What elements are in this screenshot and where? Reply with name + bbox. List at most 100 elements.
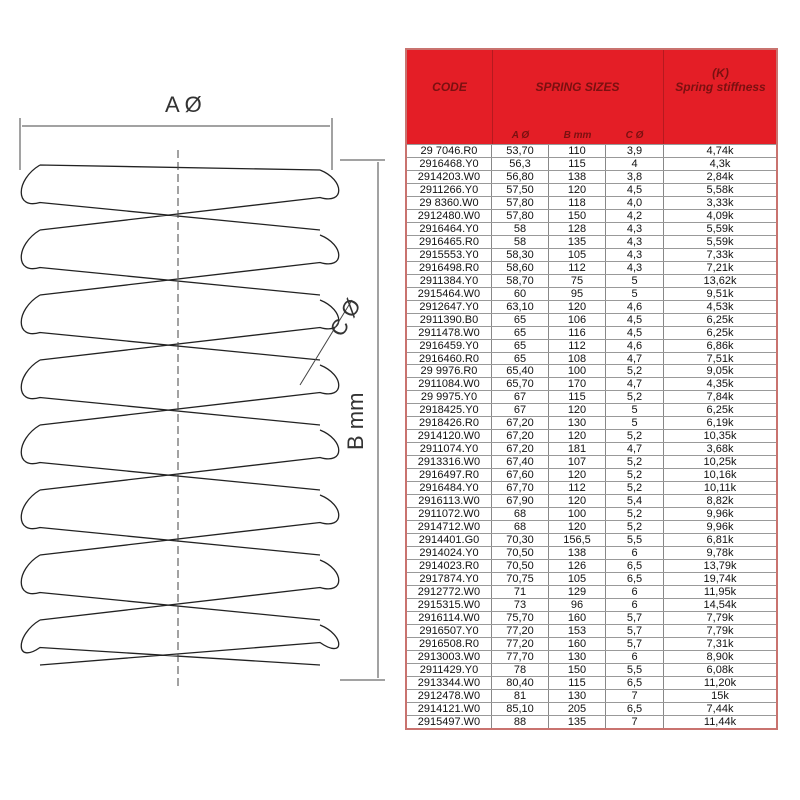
cell-b-length: 100 bbox=[549, 508, 606, 520]
cell-code: 2913316.W0 bbox=[407, 456, 492, 468]
cell-b-length: 106 bbox=[549, 313, 606, 326]
cell-a-diameter: 67,90 bbox=[492, 495, 549, 507]
c-diameter-label: C Ø bbox=[325, 294, 366, 340]
cell-c-diameter: 5 bbox=[606, 417, 664, 429]
cell-stiffness: 10,35k bbox=[703, 430, 737, 443]
cell-b-length: 181 bbox=[549, 443, 606, 455]
cell-b-length: 105 bbox=[549, 572, 606, 585]
cell-code: 2914401.G0 bbox=[407, 534, 492, 546]
cell-stiffness: 8,82k bbox=[706, 495, 734, 508]
cell-code: 2911384.Y0 bbox=[407, 274, 492, 287]
cell-b-length: 130 bbox=[549, 689, 606, 702]
cell-a-diameter: 68 bbox=[492, 508, 549, 520]
table-row: 2914023.R0 70,50 126 6,5 13,79k bbox=[407, 559, 776, 572]
cell-a-diameter: 65,40 bbox=[492, 365, 549, 377]
cell-a-diameter: 53,70 bbox=[492, 145, 549, 157]
cell-c-diameter: 4,7 bbox=[606, 443, 664, 455]
table-row: 2916484.Y0 67,70 112 5,2 10,11k bbox=[407, 481, 776, 494]
cell-c-diameter: 6,5 bbox=[606, 572, 664, 585]
cell-c-diameter: 5,7 bbox=[606, 624, 664, 637]
cell-stiffness: 10,16k bbox=[703, 469, 737, 482]
cell-b-length: 95 bbox=[549, 287, 606, 300]
table-row: 2916497.R0 67,60 120 5,2 10,16k bbox=[407, 468, 776, 481]
header-c: C Ø bbox=[625, 130, 644, 141]
cell-a-diameter: 65,70 bbox=[492, 378, 549, 390]
cell-a-diameter: 57,80 bbox=[492, 209, 549, 222]
cell-stiffness: 7,51k bbox=[706, 352, 734, 365]
cell-a-diameter: 67,40 bbox=[492, 456, 549, 468]
cell-code: 2911478.W0 bbox=[407, 326, 492, 339]
cell-code: 2916459.Y0 bbox=[407, 339, 492, 352]
cell-a-diameter: 71 bbox=[492, 585, 549, 598]
cell-a-diameter: 68 bbox=[492, 521, 549, 533]
cell-code: 2911429.Y0 bbox=[407, 663, 492, 676]
cell-code: 2916465.R0 bbox=[407, 235, 492, 248]
table-header: CODE SPRING SIZES (K) Spring stiffness A… bbox=[407, 50, 776, 144]
cell-b-length: 135 bbox=[549, 715, 606, 728]
cell-c-diameter: 4,6 bbox=[606, 339, 664, 352]
cell-a-diameter: 80,40 bbox=[492, 676, 549, 689]
cell-c-diameter: 5,2 bbox=[606, 482, 664, 494]
cell-c-diameter: 5,4 bbox=[606, 495, 664, 507]
cell-a-diameter: 67,70 bbox=[492, 482, 549, 494]
cell-b-length: 138 bbox=[549, 547, 606, 559]
cell-code: 2914024.Y0 bbox=[407, 547, 492, 559]
cell-code: 2911072.W0 bbox=[407, 508, 492, 520]
cell-c-diameter: 7 bbox=[606, 715, 664, 728]
table-row: 2911478.W0 65 116 4,5 6,25k bbox=[407, 325, 776, 339]
table-row: 2911384.Y0 58,70 75 5 13,62k bbox=[407, 273, 776, 287]
cell-c-diameter: 5,5 bbox=[606, 534, 664, 546]
cell-b-length: 118 bbox=[549, 196, 606, 209]
table-row: 2914712.W0 68 120 5,2 9,96k bbox=[407, 520, 776, 533]
cell-c-diameter: 5,2 bbox=[606, 430, 664, 442]
cell-code: 29 9975.Y0 bbox=[407, 391, 492, 403]
cell-stiffness: 6,25k bbox=[706, 326, 734, 339]
cell-c-diameter: 4,7 bbox=[606, 378, 664, 390]
cell-a-diameter: 75,70 bbox=[492, 611, 549, 624]
table-row: 2916498.R0 58,60 112 4,3 7,21k bbox=[407, 260, 776, 274]
cell-a-diameter: 58 bbox=[492, 235, 549, 248]
cell-stiffness: 9,78k bbox=[706, 547, 734, 560]
cell-a-diameter: 63,10 bbox=[492, 300, 549, 313]
table-row: 2914203.W0 56,80 138 3,8 2,84k bbox=[407, 169, 776, 183]
cell-b-length: 100 bbox=[549, 365, 606, 377]
cell-b-length: 135 bbox=[549, 235, 606, 248]
cell-c-diameter: 5 bbox=[606, 404, 664, 416]
cell-code: 2915553.Y0 bbox=[407, 248, 492, 261]
cell-stiffness: 7,21k bbox=[706, 261, 734, 274]
cell-a-diameter: 57,80 bbox=[492, 196, 549, 209]
table-row: 2913344.W0 80,40 115 6,5 11,20k bbox=[407, 675, 776, 689]
cell-stiffness: 6,81k bbox=[706, 534, 734, 547]
cell-code: 2918426.R0 bbox=[407, 417, 492, 429]
cell-a-diameter: 67 bbox=[492, 404, 549, 416]
cell-c-diameter: 6,5 bbox=[606, 560, 664, 572]
header-stiffness: Spring stiffness bbox=[675, 80, 766, 94]
cell-a-diameter: 70,75 bbox=[492, 572, 549, 585]
cell-code: 2911084.W0 bbox=[407, 378, 492, 390]
cell-code: 2911266.Y0 bbox=[407, 183, 492, 196]
cell-c-diameter: 5,7 bbox=[606, 637, 664, 650]
cell-code: 2912480.W0 bbox=[407, 209, 492, 222]
cell-code: 2914121.W0 bbox=[407, 702, 492, 715]
cell-code: 2911074.Y0 bbox=[407, 443, 492, 455]
cell-c-diameter: 4,3 bbox=[606, 248, 664, 261]
cell-code: 2915315.W0 bbox=[407, 598, 492, 611]
table-row: 2916464.Y0 58 128 4,3 5,59k bbox=[407, 221, 776, 235]
table-row: 2916507.Y0 77,20 153 5,7 7,79k bbox=[407, 623, 776, 637]
header-k: (K) bbox=[712, 66, 729, 80]
header-b: B mm bbox=[563, 130, 592, 141]
cell-code: 2911390.B0 bbox=[407, 313, 492, 326]
cell-c-diameter: 4,3 bbox=[606, 261, 664, 274]
cell-c-diameter: 6 bbox=[606, 598, 664, 611]
table-row: 2915315.W0 73 96 6 14,54k bbox=[407, 597, 776, 611]
table-row: 2914121.W0 85,10 205 6,5 7,44k bbox=[407, 701, 776, 715]
cell-c-diameter: 5,2 bbox=[606, 365, 664, 377]
cell-c-diameter: 5,2 bbox=[606, 521, 664, 533]
cell-b-length: 150 bbox=[549, 663, 606, 676]
cell-stiffness: 7,79k bbox=[706, 611, 734, 624]
cell-a-diameter: 56,80 bbox=[492, 170, 549, 183]
table-row: 2911390.B0 65 106 4,5 6,25k bbox=[407, 312, 776, 326]
cell-a-diameter: 70,30 bbox=[492, 534, 549, 546]
b-length-label: B mm bbox=[343, 393, 368, 450]
cell-stiffness: 4,74k bbox=[706, 145, 734, 157]
